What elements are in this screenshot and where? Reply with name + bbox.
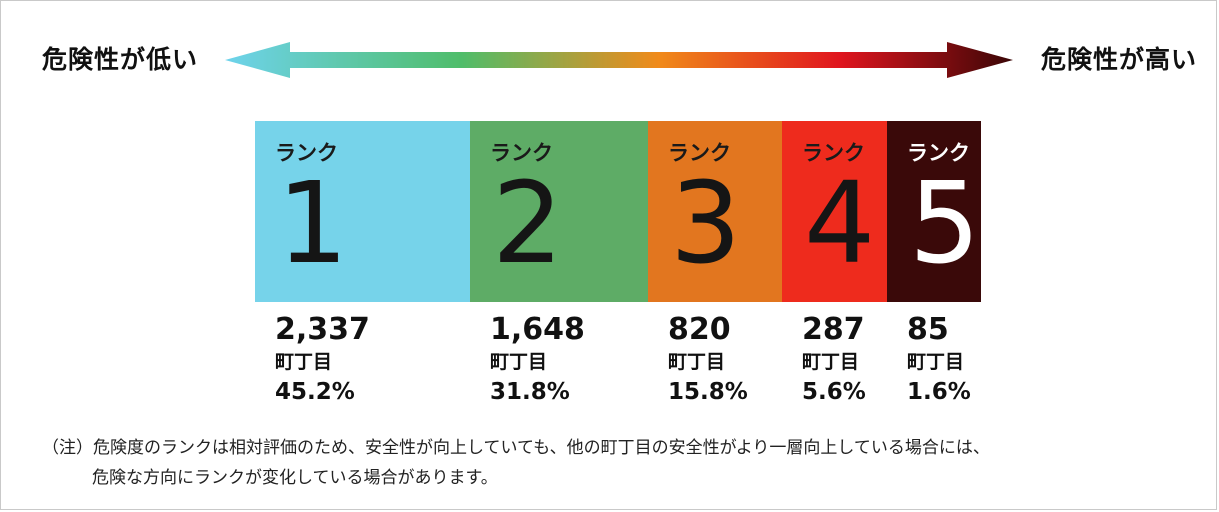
low-risk-label: 危険性が低い bbox=[42, 45, 199, 74]
footnote-line-2: 危険な方向にランクが変化している場合があります。 bbox=[92, 468, 498, 488]
rank-label: ランク bbox=[802, 141, 865, 165]
stat-percent: 5.6% bbox=[802, 379, 866, 405]
rank-bar-1: ランク 1 bbox=[255, 121, 470, 302]
rank-number: 5 bbox=[909, 159, 981, 289]
stat-count: 85 bbox=[907, 312, 949, 347]
footnote: （注）危険度のランクは相対評価のため、安全性が向上していても、他の町丁目の安全性… bbox=[42, 433, 990, 493]
stat-percent: 31.8% bbox=[490, 379, 570, 405]
stat-percent: 15.8% bbox=[668, 379, 748, 405]
rank-number: 4 bbox=[804, 159, 876, 289]
stat-count: 2,337 bbox=[275, 312, 370, 347]
rank-number: 1 bbox=[277, 159, 349, 289]
rank-stat-2: 1,648 町丁目 31.8% bbox=[490, 313, 585, 407]
stat-count: 1,648 bbox=[490, 312, 585, 347]
rank-number: 2 bbox=[492, 159, 564, 289]
stat-unit: 町丁目 bbox=[490, 351, 548, 373]
rank-label: ランク bbox=[907, 141, 970, 165]
rank-label: ランク bbox=[275, 141, 338, 165]
stat-unit: 町丁目 bbox=[275, 351, 333, 373]
stat-unit: 町丁目 bbox=[907, 351, 965, 373]
rank-bar-2: ランク 2 bbox=[470, 121, 648, 302]
rank-stat-3: 820 町丁目 15.8% bbox=[668, 313, 748, 407]
rank-stat-4: 287 町丁目 5.6% bbox=[802, 313, 866, 407]
stat-percent: 1.6% bbox=[907, 379, 971, 405]
stat-unit: 町丁目 bbox=[668, 351, 726, 373]
rank-label: ランク bbox=[490, 141, 553, 165]
footnote-line-1: （注）危険度のランクは相対評価のため、安全性が向上していても、他の町丁目の安全性… bbox=[42, 438, 990, 458]
stat-unit: 町丁目 bbox=[802, 351, 860, 373]
stat-count: 287 bbox=[802, 312, 865, 347]
rank-bar-4: ランク 4 bbox=[782, 121, 887, 302]
rank-bar-5: ランク 5 bbox=[887, 121, 981, 302]
stat-count: 820 bbox=[668, 312, 731, 347]
rank-stat-5: 85 町丁目 1.6% bbox=[907, 313, 971, 407]
scale-arrow-shape bbox=[225, 42, 1013, 78]
risk-scale-arrow bbox=[225, 40, 1015, 80]
rank-bar-3: ランク 3 bbox=[648, 121, 782, 302]
high-risk-label: 危険性が高い bbox=[1040, 45, 1197, 74]
stat-percent: 45.2% bbox=[275, 379, 355, 405]
rank-number: 3 bbox=[670, 159, 742, 289]
rank-label: ランク bbox=[668, 141, 731, 165]
rank-stat-1: 2,337 町丁目 45.2% bbox=[275, 313, 370, 407]
